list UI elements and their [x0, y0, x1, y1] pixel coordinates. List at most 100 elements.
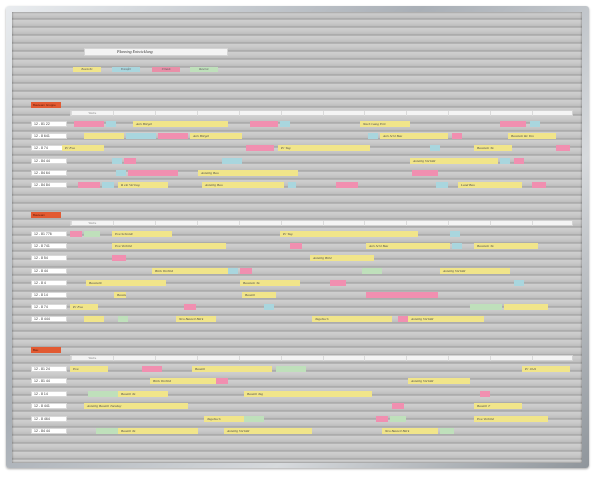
row-label[interactable]: 12 - 8 741 — [31, 243, 67, 250]
row-label[interactable]: 12 - 8 44 — [31, 267, 67, 274]
planning-card[interactable]: Anteilig Bauteil Tuesday — [84, 403, 188, 410]
legend-card[interactable]: Reserve — [190, 67, 218, 72]
planning-card[interactable] — [500, 121, 526, 127]
planning-card[interactable]: Avis Schl Bau — [366, 243, 450, 250]
planning-card[interactable] — [112, 157, 122, 164]
row-label[interactable]: 12 - 81 24 — [31, 366, 67, 372]
planning-card[interactable] — [246, 145, 274, 152]
planning-card[interactable]: Bauteil Tag — [244, 390, 372, 397]
planning-card[interactable] — [74, 121, 104, 127]
row-label[interactable]: 12 - 84 44 — [31, 428, 67, 434]
row-label[interactable]: 12 - 84 84 — [31, 182, 67, 188]
planning-card[interactable]: Eva Schmidt — [112, 231, 172, 237]
planning-card[interactable]: Bürk Vorbild — [152, 267, 228, 274]
planning-card[interactable] — [124, 157, 136, 164]
row-label[interactable]: 12 - 8 441 — [31, 403, 67, 410]
planning-card[interactable] — [368, 133, 378, 140]
row-label[interactable]: 12 - 84 64 — [31, 169, 67, 176]
planning-card[interactable]: R ein Vertrag — [118, 182, 168, 188]
planning-card[interactable]: Bauteil T — [474, 403, 522, 410]
planning-card[interactable] — [480, 390, 490, 397]
planning-card[interactable]: Baustein Ta — [474, 145, 512, 152]
row-label[interactable]: 12 - 8 444 — [31, 316, 67, 323]
planning-card[interactable]: Nach Gang Erle — [360, 121, 410, 127]
planning-card[interactable]: Anteilig Bau — [202, 182, 284, 188]
planning-card[interactable]: Bauteil — [242, 292, 276, 298]
planning-card[interactable]: Avis Schl Bau — [380, 133, 448, 140]
planning-card[interactable] — [112, 255, 126, 262]
planning-card[interactable]: Anteilig Bühl — [310, 255, 374, 262]
planning-card[interactable] — [116, 169, 126, 176]
legend-card[interactable]: Transfer — [112, 67, 140, 72]
planning-card[interactable]: Pr Eva — [62, 145, 104, 152]
planning-card[interactable] — [228, 267, 238, 274]
planning-card[interactable]: Eva — [70, 366, 108, 372]
planning-card[interactable] — [450, 231, 460, 237]
planning-card[interactable] — [84, 133, 124, 140]
legend-card[interactable]: Baustelle — [73, 67, 101, 72]
planning-card[interactable]: Baustein Ta — [114, 292, 126, 298]
planning-card[interactable]: Bauteil Ta — [118, 390, 168, 397]
planning-card[interactable]: Neu Bauteil Bürk — [382, 428, 438, 434]
planning-card[interactable] — [276, 366, 306, 372]
row-label[interactable]: 12 - 81 22 — [31, 121, 67, 127]
planning-card[interactable] — [436, 182, 448, 188]
row-label[interactable]: 12 - 8 74 — [31, 304, 67, 311]
planning-card[interactable] — [504, 304, 548, 311]
planning-card[interactable] — [376, 415, 388, 422]
planning-card[interactable] — [184, 304, 196, 311]
planning-card[interactable]: Pr Tag — [280, 231, 418, 237]
row-label[interactable]: 12 - 81 776 — [31, 231, 67, 237]
planning-card[interactable] — [532, 182, 546, 188]
planning-card[interactable]: Avis Bürgel — [133, 121, 228, 127]
planning-card[interactable] — [452, 133, 462, 140]
planning-card[interactable] — [96, 428, 130, 434]
planning-card[interactable] — [106, 121, 116, 127]
planning-card[interactable] — [530, 121, 540, 127]
row-label[interactable]: 12 - 84 44 — [31, 157, 67, 164]
planning-card[interactable]: Bauteil Ta — [118, 428, 198, 434]
planning-card[interactable] — [366, 292, 438, 298]
row-label[interactable]: 12 - 8 54 — [31, 255, 67, 262]
planning-card[interactable] — [250, 121, 278, 127]
planning-card[interactable]: Anteilig Bau — [198, 169, 298, 176]
planning-card[interactable]: Neu Bauteil Bürk — [176, 316, 216, 323]
planning-card[interactable] — [392, 403, 404, 410]
planning-card[interactable] — [128, 169, 178, 176]
planning-card[interactable]: Baustein Ta — [474, 243, 538, 250]
planning-card[interactable]: Tagebuch — [312, 316, 392, 323]
planning-card[interactable] — [88, 390, 118, 397]
planning-card[interactable] — [244, 415, 264, 422]
planning-card[interactable] — [556, 145, 570, 152]
planning-card[interactable] — [84, 231, 100, 237]
planning-card[interactable] — [398, 316, 408, 323]
planning-card[interactable] — [290, 243, 302, 250]
planning-card[interactable] — [288, 182, 296, 188]
planning-card[interactable] — [78, 182, 100, 188]
planning-card[interactable]: Baustein Ta — [240, 279, 300, 286]
planning-card[interactable] — [514, 279, 524, 286]
row-label[interactable]: 12 - 81 44 — [31, 378, 67, 385]
planning-card[interactable]: Bürk Vorbild — [150, 378, 216, 385]
planning-card[interactable] — [102, 182, 114, 188]
planning-card[interactable] — [118, 316, 128, 323]
planning-card[interactable] — [514, 157, 524, 164]
planning-card[interactable]: Bauteil — [192, 366, 272, 372]
planning-card[interactable]: Anteilig Vorbild — [408, 316, 484, 323]
planning-card[interactable] — [240, 267, 252, 274]
row-label[interactable]: 12 - 8 464 — [31, 415, 67, 422]
planning-card[interactable] — [142, 366, 162, 372]
planning-card[interactable] — [452, 243, 462, 250]
planning-card[interactable] — [362, 267, 382, 274]
row-label[interactable]: 12 - 8 14 — [31, 390, 67, 397]
planning-card[interactable] — [126, 133, 156, 140]
row-label[interactable]: 12 - 8 14 — [31, 292, 67, 298]
planning-card[interactable]: Tagebuch — [204, 415, 244, 422]
planning-card[interactable]: Eva Vorbild — [112, 243, 226, 250]
planning-card[interactable] — [412, 169, 438, 176]
planning-card[interactable] — [222, 157, 242, 164]
planning-card[interactable] — [264, 304, 274, 311]
planning-card[interactable] — [470, 304, 502, 311]
planning-card[interactable] — [336, 182, 358, 188]
planning-card[interactable]: Anteilig Vorbild — [224, 428, 312, 434]
